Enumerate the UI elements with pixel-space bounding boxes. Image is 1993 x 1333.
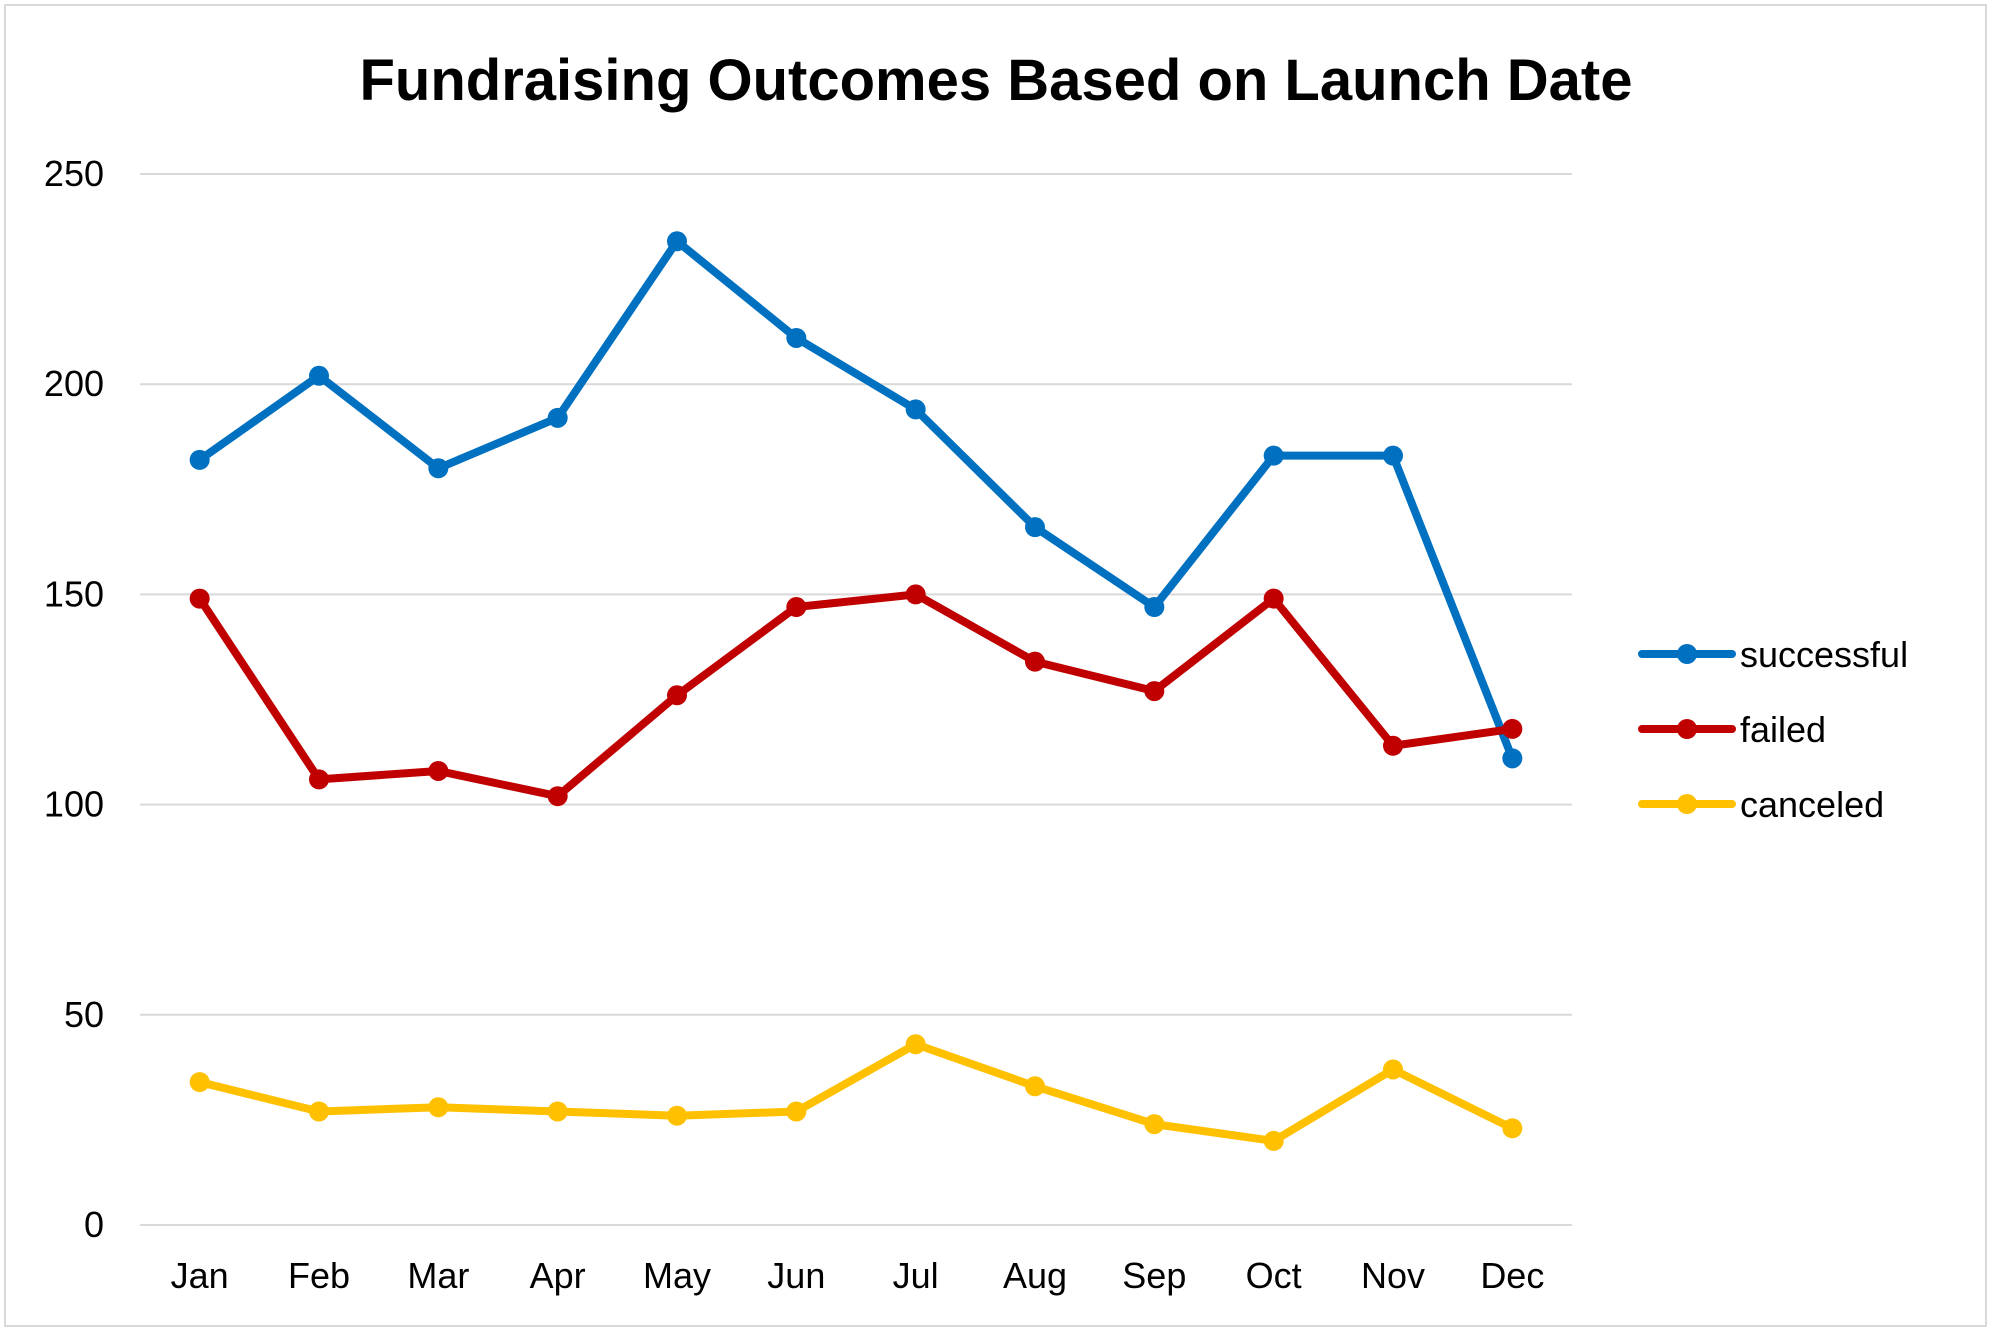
- data-point-successful: [428, 458, 449, 479]
- series-line-failed: [195, 590, 1517, 801]
- data-point-failed: [428, 760, 449, 781]
- series-successful: [189, 231, 1523, 769]
- y-tick-label: 0: [84, 1204, 104, 1245]
- data-point-canceled: [667, 1105, 687, 1126]
- series-canceled: [189, 1034, 1523, 1151]
- data-point-successful: [1025, 517, 1045, 538]
- y-tick-label: 200: [44, 363, 104, 404]
- y-axis-tick-labels: 0 50 100 150 200 250: [44, 153, 104, 1245]
- data-point-canceled: [428, 1097, 449, 1118]
- x-axis-tick-labels: Jan Feb Mar Apr May Jun Jul Aug Sep Oct Nov Dec: [171, 1255, 1545, 1296]
- legend-item-successful: successful: [1638, 634, 1908, 675]
- x-tick-label: Apr: [530, 1255, 586, 1296]
- data-point-successful: [1383, 445, 1403, 466]
- data-point-canceled: [1263, 1130, 1284, 1151]
- data-point-canceled: [547, 1101, 568, 1122]
- legend-label: failed: [1740, 709, 1826, 750]
- x-tick-label: Nov: [1361, 1255, 1425, 1296]
- x-tick-label: Mar: [407, 1255, 469, 1296]
- data-point-canceled: [189, 1072, 210, 1093]
- series-line-successful: [195, 237, 1517, 763]
- series-line-canceled: [195, 1040, 1517, 1145]
- data-point-failed: [309, 769, 329, 790]
- data-point-successful: [1502, 748, 1523, 769]
- legend-label: canceled: [1740, 784, 1884, 825]
- data-point-failed: [667, 685, 687, 706]
- data-point-successful: [1144, 597, 1165, 618]
- legend-swatch-marker: [1677, 794, 1697, 814]
- data-point-canceled: [786, 1101, 807, 1122]
- data-point-successful: [1263, 445, 1284, 466]
- data-point-successful: [786, 327, 807, 348]
- chart-title: Fundraising Outcomes Based on Launch Dat…: [360, 48, 1633, 113]
- data-point-canceled: [905, 1034, 926, 1055]
- grid-lines: [140, 173, 1572, 1226]
- x-tick-label: Dec: [1480, 1255, 1544, 1296]
- legend-swatch-marker: [1677, 644, 1697, 664]
- y-tick-label: 50: [64, 994, 104, 1035]
- x-tick-label: Aug: [1003, 1255, 1067, 1296]
- data-point-successful: [309, 365, 329, 386]
- y-tick-label: 150: [44, 573, 104, 614]
- legend-item-canceled: canceled: [1638, 784, 1884, 825]
- data-point-failed: [1025, 651, 1045, 672]
- data-point-failed: [547, 786, 568, 807]
- data-point-successful: [667, 231, 687, 252]
- data-point-successful: [905, 399, 926, 420]
- y-tick-label: 100: [44, 784, 104, 825]
- legend-label: successful: [1740, 634, 1908, 675]
- data-point-failed: [1502, 718, 1523, 739]
- y-tick-label: 250: [44, 153, 104, 194]
- data-point-canceled: [1502, 1118, 1523, 1139]
- data-point-failed: [1383, 735, 1403, 756]
- x-tick-label: Jul: [893, 1255, 939, 1296]
- data-point-failed: [1144, 681, 1165, 702]
- x-tick-label: Jun: [767, 1255, 825, 1296]
- x-tick-label: Oct: [1246, 1255, 1302, 1296]
- legend: successful failed canceled: [1638, 634, 1908, 825]
- data-point-canceled: [309, 1101, 329, 1122]
- data-point-canceled: [1144, 1114, 1165, 1135]
- x-tick-label: May: [643, 1255, 711, 1296]
- data-point-failed: [189, 588, 210, 609]
- data-point-failed: [905, 584, 926, 605]
- data-point-successful: [189, 449, 210, 470]
- legend-swatch-marker: [1677, 719, 1697, 739]
- series-lines: [189, 231, 1523, 1151]
- series-failed: [189, 584, 1523, 807]
- data-point-canceled: [1383, 1059, 1403, 1080]
- x-tick-label: Jan: [171, 1255, 229, 1296]
- data-point-failed: [786, 597, 807, 618]
- legend-item-failed: failed: [1638, 709, 1826, 750]
- data-point-successful: [547, 407, 568, 428]
- x-tick-label: Feb: [288, 1255, 350, 1296]
- chart-frame: [4, 4, 1987, 1327]
- data-point-canceled: [1025, 1076, 1045, 1097]
- data-point-failed: [1263, 588, 1284, 609]
- x-tick-label: Sep: [1122, 1255, 1186, 1296]
